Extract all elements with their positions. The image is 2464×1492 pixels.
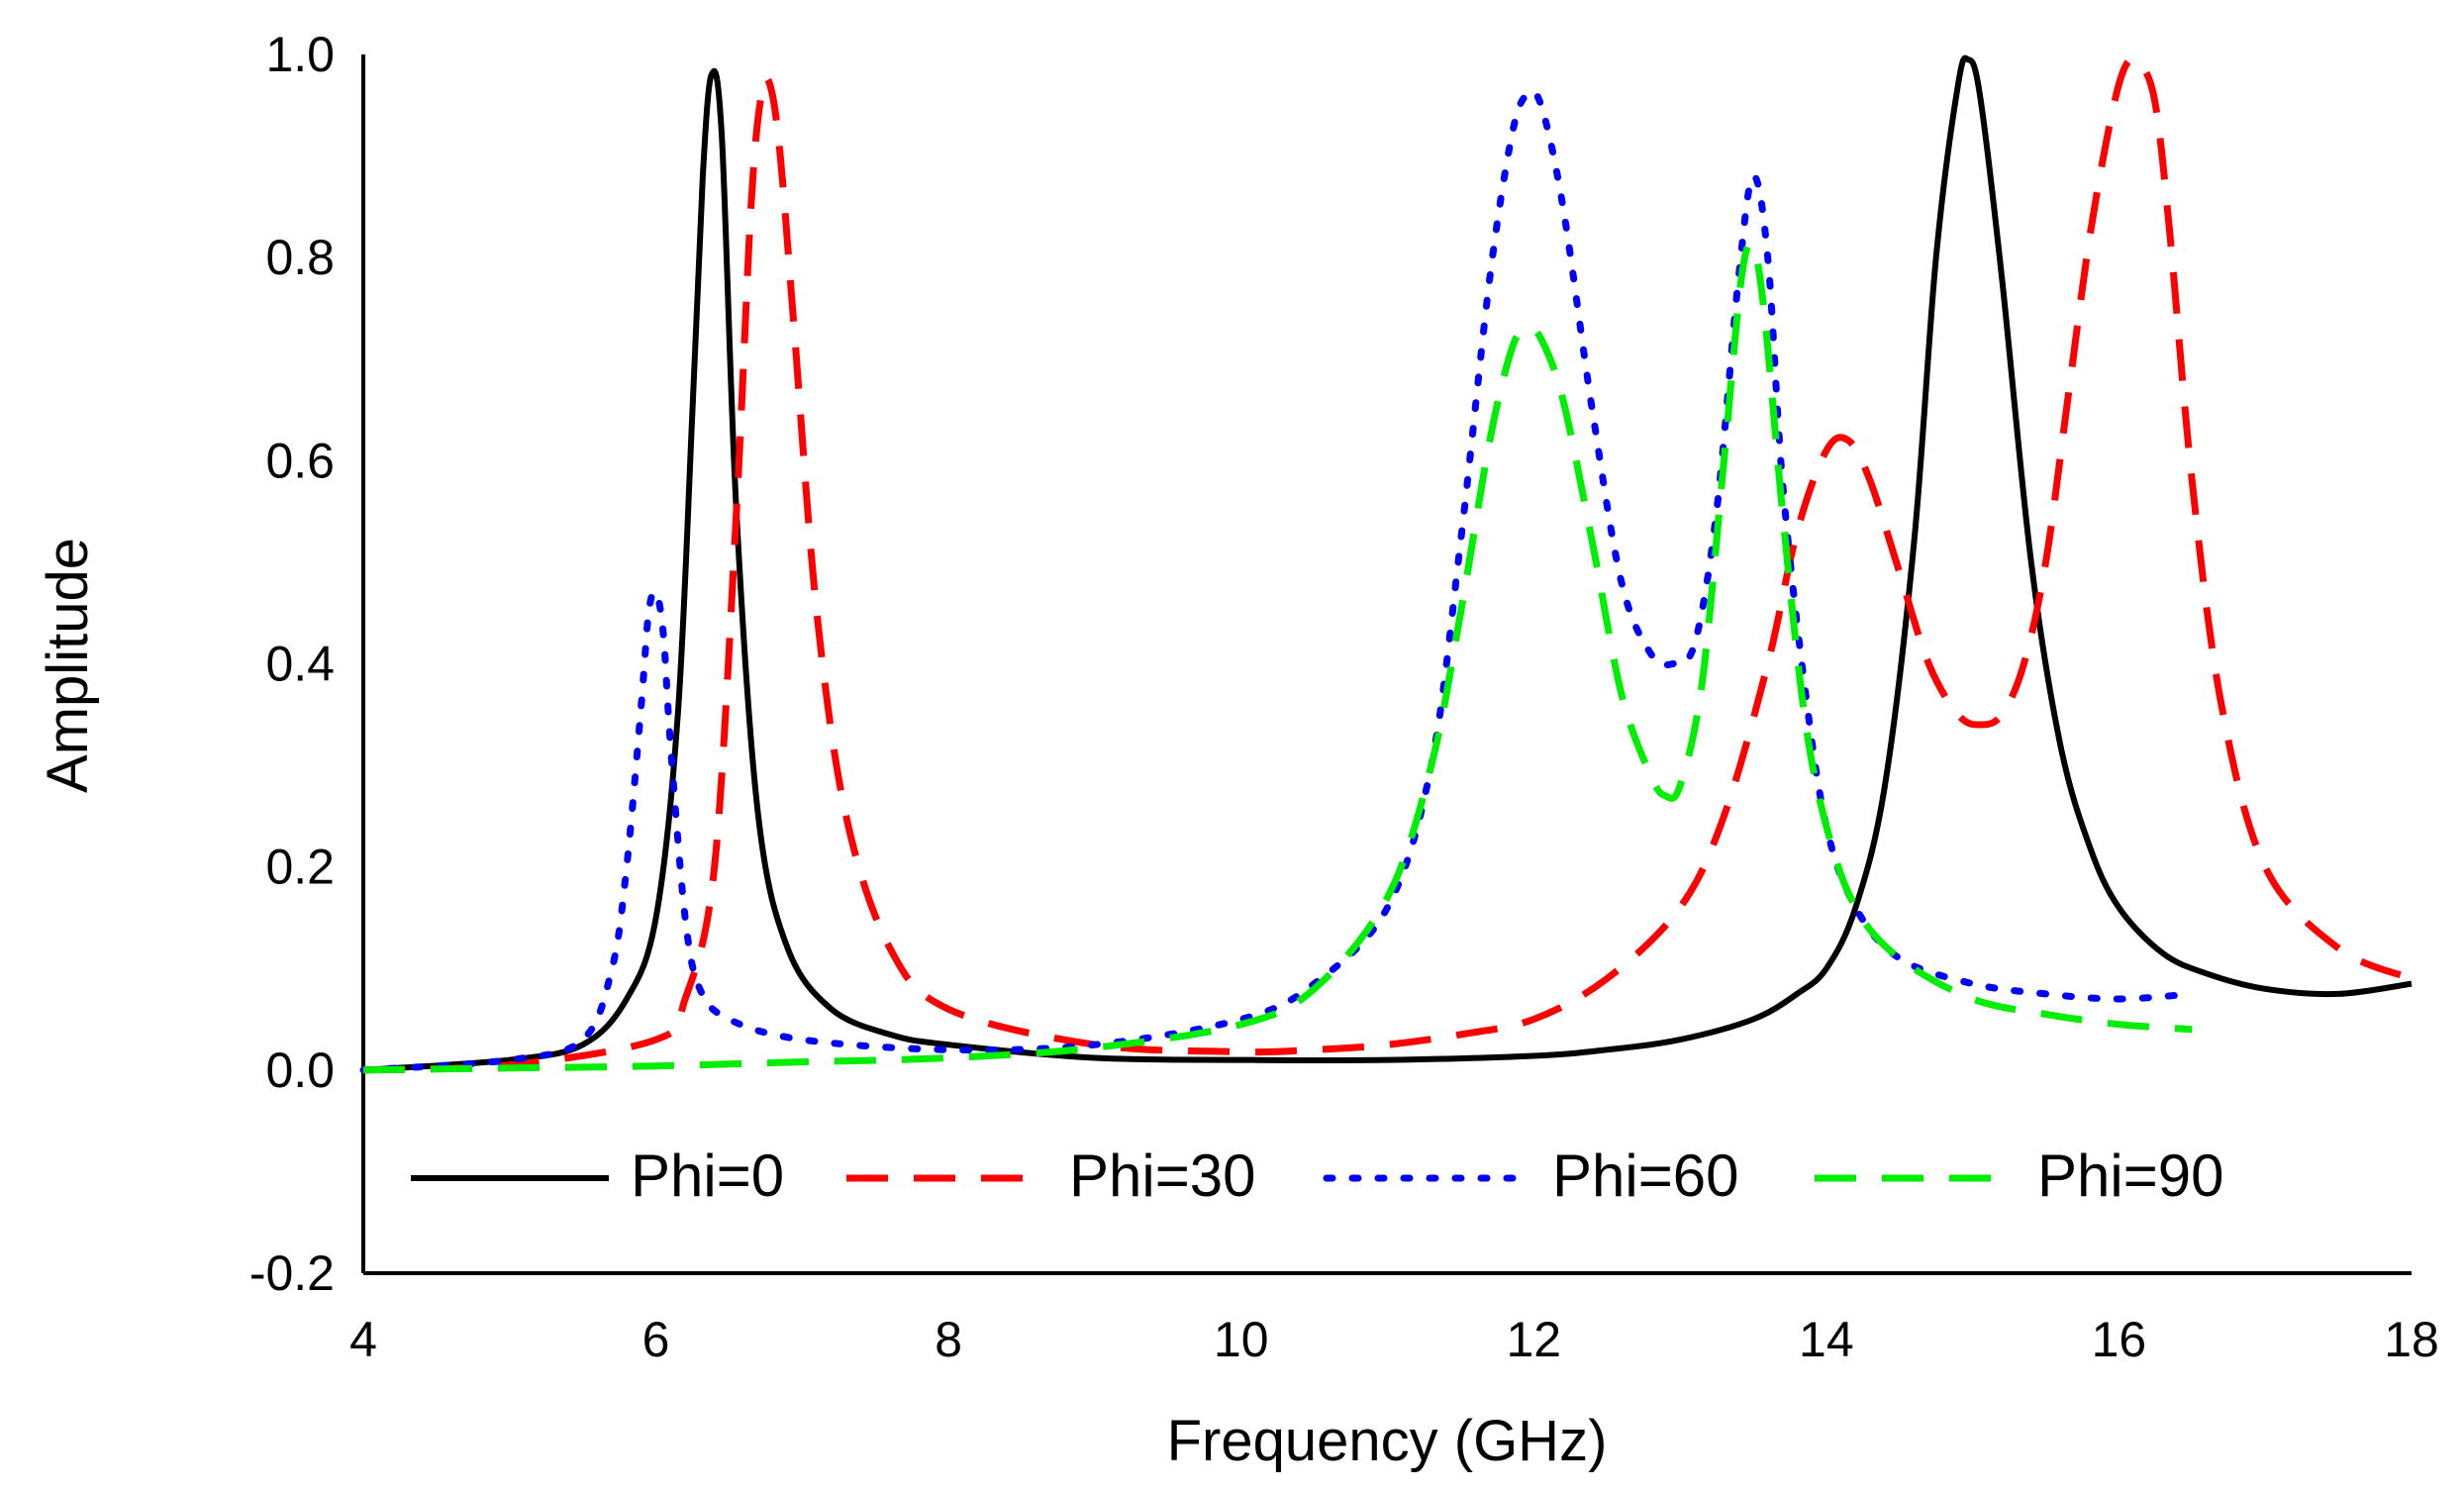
series-line-phi-30 xyxy=(362,55,2414,1074)
series-line-phi-60 xyxy=(359,87,2196,1074)
series-line-phi-90 xyxy=(362,241,2193,1074)
x-tick-label: 4 xyxy=(349,1312,377,1367)
x-tick-label: 8 xyxy=(935,1312,962,1367)
y-tick-label: 0.0 xyxy=(265,1043,335,1098)
legend-label: Phi=0 xyxy=(631,1143,784,1209)
y-tick-label: 1.0 xyxy=(265,27,335,82)
x-tick-label: 12 xyxy=(1506,1312,1561,1367)
legend-label: Phi=60 xyxy=(1552,1143,1739,1209)
x-tick-label: 14 xyxy=(1799,1312,1854,1367)
x-tick-label: 10 xyxy=(1214,1312,1269,1367)
x-tick-label: 6 xyxy=(642,1312,670,1367)
legend-label: Phi=90 xyxy=(2037,1143,2224,1209)
series-layer xyxy=(359,54,2414,1074)
y-tick-label: 0.2 xyxy=(265,840,335,895)
y-axis-title: Amplitude xyxy=(36,538,100,793)
x-axis-title: Frequency (GHz) xyxy=(1167,1409,1608,1473)
series-line-phi-0 xyxy=(362,54,2413,1073)
y-tick-label: 0.6 xyxy=(265,433,335,488)
legend-label: Phi=30 xyxy=(1069,1143,1256,1209)
x-tick-labels: 4 6 8 10 12 14 16 18 xyxy=(349,1312,2439,1367)
x-tick-label: 18 xyxy=(2384,1312,2439,1367)
y-tick-labels: -0.2 0.0 0.2 0.4 0.6 0.8 1.0 xyxy=(249,27,335,1301)
y-tick-label: 0.4 xyxy=(265,637,335,692)
y-tick-label: 0.8 xyxy=(265,230,335,285)
plot-area xyxy=(359,54,2414,1275)
x-tick-label: 16 xyxy=(2092,1312,2147,1367)
legend: Phi=0 Phi=30 Phi=60 Phi=90 xyxy=(411,1143,2224,1209)
y-tick-label: -0.2 xyxy=(249,1245,335,1301)
